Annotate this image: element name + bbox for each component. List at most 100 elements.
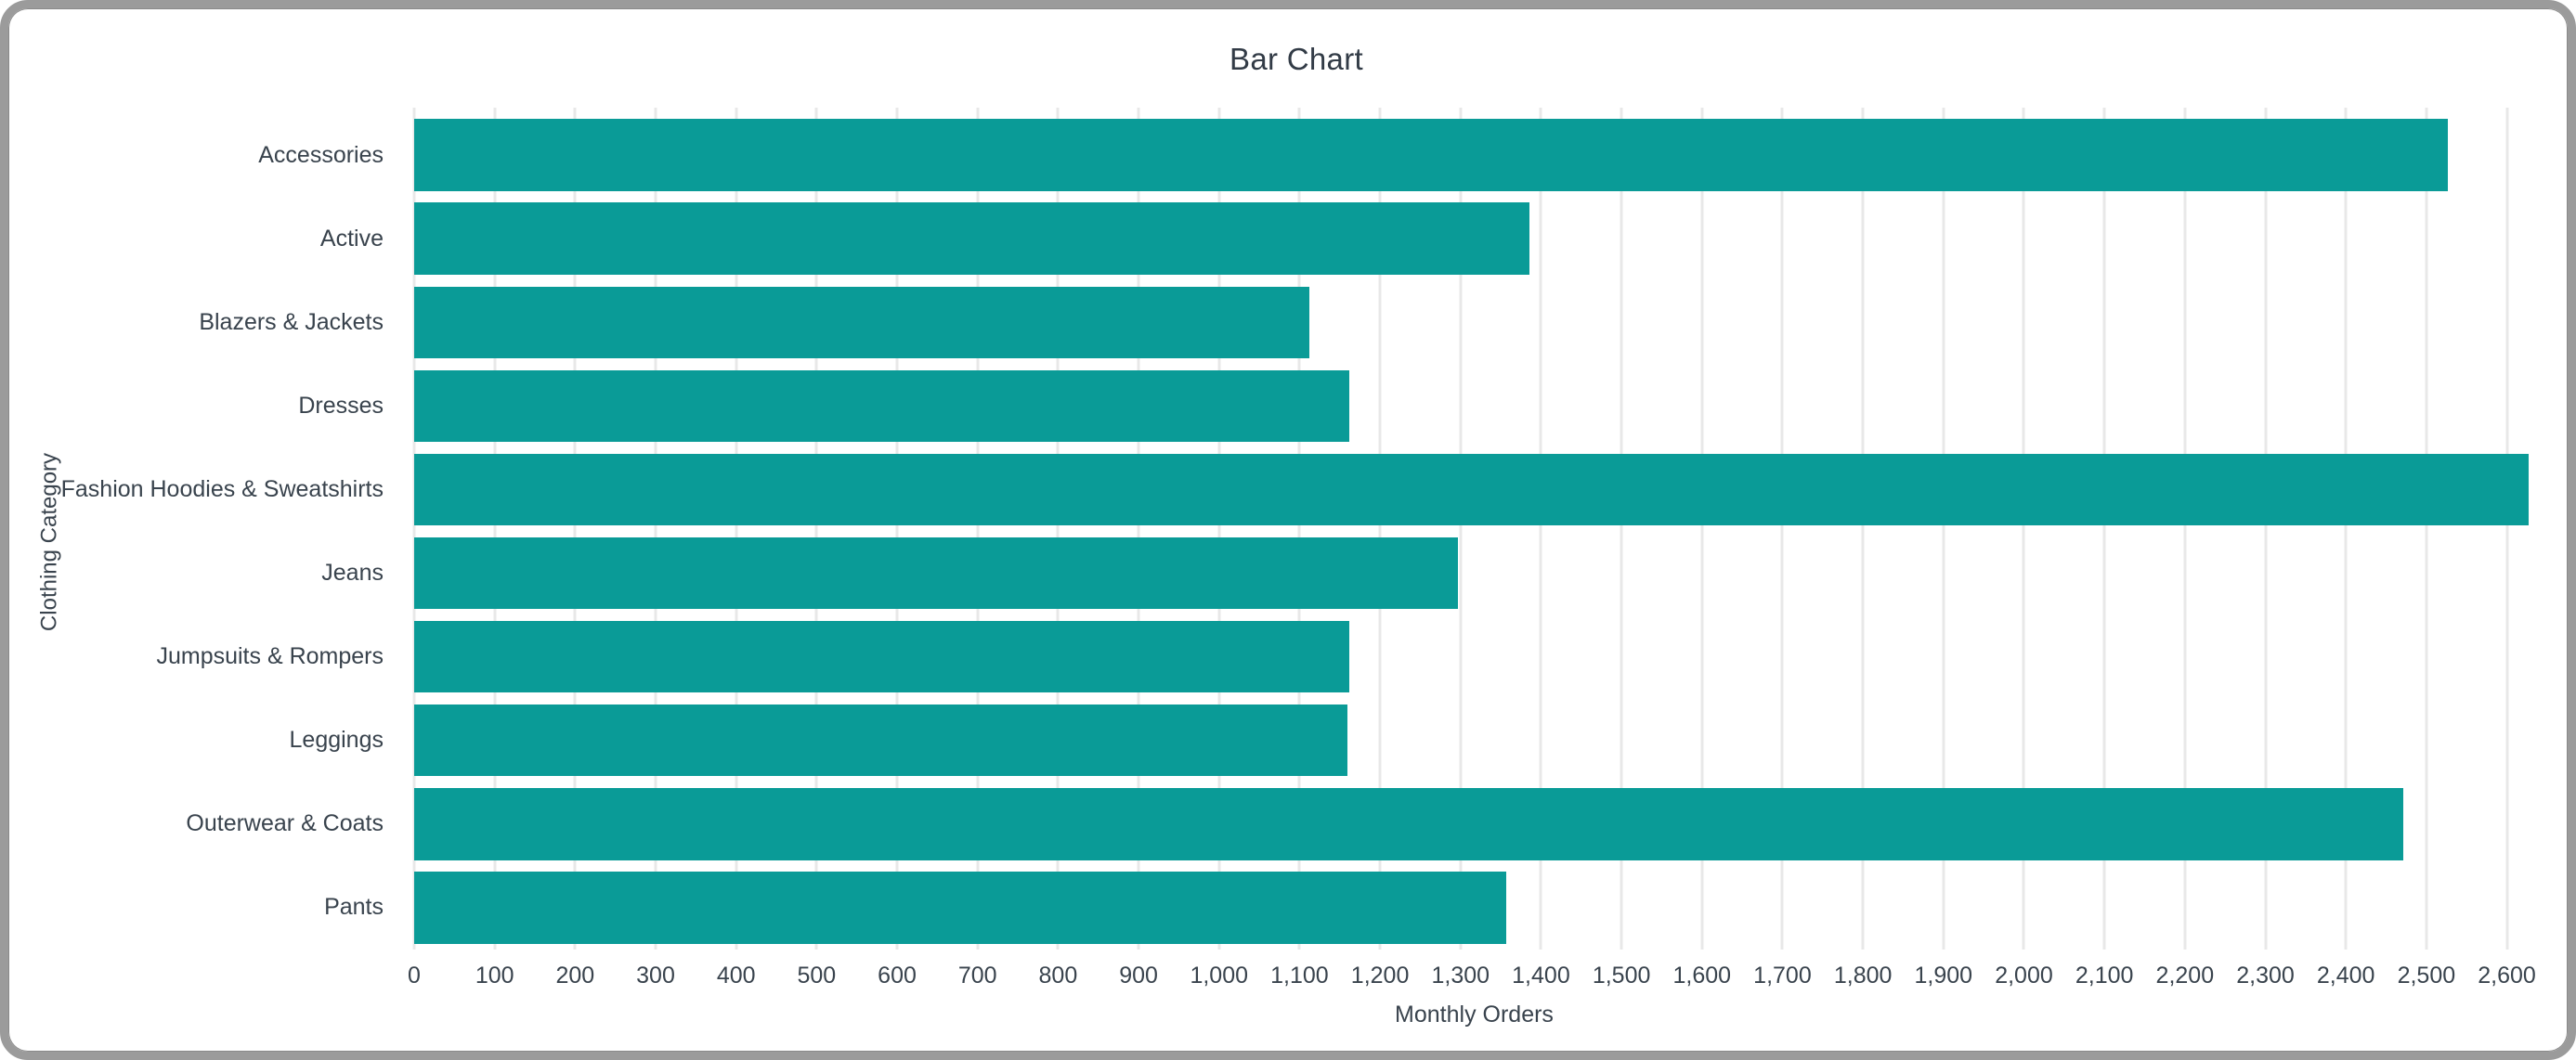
x-tick-label-1500: 1,500 bbox=[1592, 963, 1651, 989]
bar-row-accessories bbox=[414, 113, 2534, 197]
gridline-600 bbox=[895, 108, 899, 950]
bar-row-leggings bbox=[414, 699, 2534, 782]
bar-dresses bbox=[414, 369, 1350, 443]
y-tick-label-leggings: Leggings bbox=[289, 727, 384, 754]
bar-leggings bbox=[414, 704, 1347, 777]
bar-fashion-hoodies-sweatshirts bbox=[414, 453, 2529, 526]
bar-active bbox=[414, 202, 1530, 275]
gridline-700 bbox=[976, 108, 980, 950]
gridline-2600 bbox=[2505, 108, 2509, 950]
x-tick-label-700: 700 bbox=[957, 963, 997, 989]
x-tick-label-1400: 1,400 bbox=[1512, 963, 1570, 989]
bar-row-blazers-jackets bbox=[414, 280, 2534, 364]
y-tick-label-accessories: Accessories bbox=[258, 141, 384, 168]
y-tick-label-pants: Pants bbox=[324, 894, 384, 921]
x-axis-title: Monthly Orders bbox=[1395, 1002, 1554, 1028]
gridline-2100 bbox=[2102, 108, 2106, 950]
x-tick-label-800: 800 bbox=[1038, 963, 1078, 989]
bar-outerwear-coats bbox=[414, 788, 2403, 860]
chart-title: Bar Chart bbox=[1229, 42, 1363, 76]
y-tick-row-pants: Pants bbox=[8, 866, 398, 950]
gridline-1300 bbox=[1459, 108, 1463, 950]
y-tick-label-active: Active bbox=[319, 225, 384, 252]
gridline-900 bbox=[1137, 108, 1140, 950]
y-tick-label-blazers-jackets: Blazers & Jackets bbox=[199, 308, 384, 335]
gridline-2400 bbox=[2344, 108, 2348, 950]
y-tick-row-outerwear-coats: Outerwear & Coats bbox=[8, 782, 398, 866]
bar-jumpsuits-rompers bbox=[414, 620, 1350, 693]
y-tick-row-fashion-hoodies-sweatshirts: Fashion Hoodies & Sweatshirts bbox=[8, 447, 398, 531]
gridlines bbox=[412, 108, 2534, 950]
x-tick-label-1000: 1,000 bbox=[1190, 963, 1249, 989]
y-tick-row-leggings: Leggings bbox=[8, 699, 398, 782]
x-tick-label-0: 0 bbox=[408, 963, 421, 989]
gridline-2000 bbox=[2022, 108, 2025, 950]
bar-series bbox=[414, 113, 2534, 950]
x-tick-label-2400: 2,400 bbox=[2316, 963, 2375, 989]
gridline-2500 bbox=[2425, 108, 2428, 950]
bar-pants bbox=[414, 872, 1507, 944]
gridline-1200 bbox=[1378, 108, 1382, 950]
x-tick-label-900: 900 bbox=[1119, 963, 1158, 989]
y-tick-row-blazers-jackets: Blazers & Jackets bbox=[8, 280, 398, 364]
gridline-400 bbox=[735, 108, 738, 950]
x-tick-label-1800: 1,800 bbox=[1833, 963, 1893, 989]
bar-row-dresses bbox=[414, 364, 2534, 447]
bar-row-jeans bbox=[414, 531, 2534, 614]
bar-row-active bbox=[414, 197, 2534, 280]
gridline-0 bbox=[412, 108, 416, 950]
x-tick-label-1600: 1,600 bbox=[1672, 963, 1732, 989]
gridline-1400 bbox=[1539, 108, 1542, 950]
x-tick-label-100: 100 bbox=[475, 963, 514, 989]
gridline-200 bbox=[573, 108, 577, 950]
gridline-1700 bbox=[1780, 108, 1784, 950]
y-tick-row-active: Active bbox=[8, 197, 398, 280]
gridline-1800 bbox=[1861, 108, 1865, 950]
y-tick-label-jeans: Jeans bbox=[321, 560, 384, 587]
y-tick-row-jeans: Jeans bbox=[8, 531, 398, 614]
x-tick-label-2000: 2,000 bbox=[1995, 963, 2053, 989]
y-tick-row-jumpsuits-rompers: Jumpsuits & Rompers bbox=[8, 615, 398, 699]
x-tick-label-2100: 2,100 bbox=[2075, 963, 2134, 989]
gridline-1100 bbox=[1297, 108, 1301, 950]
gridline-2300 bbox=[2264, 108, 2267, 950]
plot-area bbox=[412, 108, 2534, 950]
gridline-800 bbox=[1056, 108, 1060, 950]
x-tick-label-1700: 1,700 bbox=[1753, 963, 1812, 989]
y-tick-label-dresses: Dresses bbox=[298, 392, 384, 419]
x-tick-label-1900: 1,900 bbox=[1914, 963, 1973, 989]
bar-accessories bbox=[414, 119, 2449, 191]
bar-row-fashion-hoodies-sweatshirts bbox=[414, 447, 2534, 531]
x-tick-label-2600: 2,600 bbox=[2478, 963, 2536, 989]
gridline-1900 bbox=[1942, 108, 1945, 950]
x-tick-label-2300: 2,300 bbox=[2236, 963, 2295, 989]
y-tick-row-dresses: Dresses bbox=[8, 364, 398, 447]
bar-blazers-jackets bbox=[414, 286, 1309, 358]
gridline-2200 bbox=[2183, 108, 2187, 950]
gridline-100 bbox=[493, 108, 497, 950]
bar-row-outerwear-coats bbox=[414, 782, 2534, 866]
bar-jeans bbox=[414, 536, 1459, 610]
gridline-1600 bbox=[1700, 108, 1704, 950]
bar-row-pants bbox=[414, 866, 2534, 950]
x-tick-label-1200: 1,200 bbox=[1350, 963, 1410, 989]
y-tick-label-outerwear-coats: Outerwear & Coats bbox=[186, 810, 384, 837]
x-tick-label-1100: 1,100 bbox=[1270, 963, 1329, 989]
x-tick-label-2200: 2,200 bbox=[2155, 963, 2215, 989]
y-tick-label-jumpsuits-rompers: Jumpsuits & Rompers bbox=[156, 643, 384, 670]
x-tick-label-300: 300 bbox=[636, 963, 675, 989]
y-tick-row-accessories: Accessories bbox=[8, 113, 398, 197]
x-tick-label-2500: 2,500 bbox=[2397, 963, 2456, 989]
x-tick-label-200: 200 bbox=[555, 963, 595, 989]
y-tick-label-fashion-hoodies-sweatshirts: Fashion Hoodies & Sweatshirts bbox=[60, 475, 384, 502]
gridline-1500 bbox=[1620, 108, 1623, 950]
gridline-500 bbox=[814, 108, 818, 950]
x-tick-label-500: 500 bbox=[797, 963, 837, 989]
x-axis-tick-labels: 0 100 200 300 400 500 600 700 800 900 1,000 1,100 1,… bbox=[408, 963, 2536, 996]
gridline-300 bbox=[654, 108, 657, 950]
y-axis-tick-labels: Accessories Active Blazers & Jackets Dresse… bbox=[8, 113, 398, 950]
x-tick-label-600: 600 bbox=[878, 963, 917, 989]
x-tick-label-400: 400 bbox=[716, 963, 756, 989]
